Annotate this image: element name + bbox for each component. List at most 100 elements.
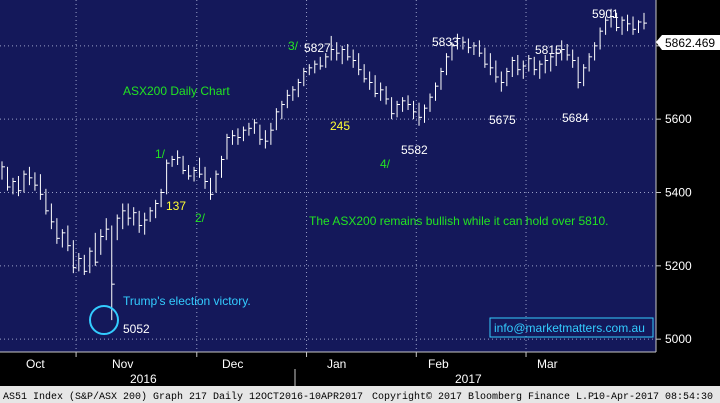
price-bar: [638, 20, 642, 33]
y-axis-ticks: 50005200540056005800: [656, 39, 692, 346]
price-bar: [500, 71, 505, 92]
x-axis-area: [0, 352, 656, 386]
price-bar: [144, 212, 148, 235]
price-bar: [264, 130, 269, 149]
price-bar: [396, 100, 401, 118]
price-bar: [259, 124, 263, 145]
y-tick-label: 5400: [665, 186, 692, 200]
price-bar: [594, 42, 598, 61]
price-bar: [242, 126, 247, 142]
x-month-label-oct: Oct: [26, 357, 45, 371]
price-bar: [347, 44, 351, 61]
price-bar: [61, 229, 66, 248]
y-axis-area: [656, 0, 720, 352]
price-bar: [237, 128, 241, 145]
election-low-circle: [89, 305, 119, 335]
retrace-245-label: 245: [330, 119, 350, 133]
price-bar: [336, 42, 340, 61]
price-bar: [50, 203, 55, 230]
footer-right: 10-Apr-2017 08:54:30: [593, 392, 713, 403]
price-bar: [122, 203, 126, 230]
footer-center: Copyright© 2017 Bloomberg Finance L.P.: [372, 391, 600, 403]
grid-lines: [0, 0, 656, 352]
price-bar: [308, 64, 313, 76]
price-bar: [39, 174, 44, 200]
price-bar: [182, 155, 187, 175]
price-bar: [220, 155, 225, 178]
price-bar: [160, 188, 165, 208]
price-bar: [215, 170, 219, 193]
footer-left: AS51 Index (S&P/ASX 200) Graph 217 Daily…: [3, 391, 363, 403]
price-bar: [407, 95, 412, 110]
price-bar: [330, 35, 335, 61]
price-bar: [319, 56, 324, 70]
price-bar: [204, 166, 209, 189]
price-bar: [632, 16, 637, 35]
y-tick-label: 5600: [665, 112, 692, 126]
price-bar: [127, 203, 132, 226]
price-bar: [23, 170, 27, 193]
price-bar: [1, 161, 5, 180]
price-bar: [248, 122, 252, 136]
price-bar: [78, 253, 82, 272]
price-bar: [528, 55, 532, 72]
price-bar: [495, 60, 499, 83]
price-bar: [413, 100, 417, 120]
price-bar: [45, 188, 49, 215]
price-bar: [583, 64, 587, 87]
price-bar: [424, 104, 428, 123]
price-bar: [325, 53, 329, 68]
price-bar: [418, 102, 423, 126]
price-bar: [166, 159, 170, 195]
price-bar: [72, 240, 77, 274]
price-bar: [89, 247, 93, 274]
price-bar: [12, 177, 16, 195]
wave-3-label: 3/: [288, 39, 299, 53]
price-bar: [506, 67, 510, 87]
price-bar: [621, 16, 626, 35]
commentary-text: The ASX200 remains bullish while it can …: [309, 214, 609, 228]
x-year-label-2016: 2016: [130, 372, 157, 386]
price-bar: [643, 12, 647, 30]
price-bar: [275, 108, 280, 131]
low-5052-label: 5052: [123, 322, 150, 336]
price-bar: [105, 218, 110, 241]
x-axis-ticks: [75, 352, 527, 357]
price-bar: [226, 133, 230, 160]
price-bar: [539, 60, 543, 79]
price-bar: [588, 53, 593, 72]
price-bar: [610, 8, 615, 28]
price-bar: [67, 225, 71, 252]
peak-5827-label: 5827: [304, 41, 331, 55]
price-bar: [467, 38, 472, 54]
y-tick-label: 5200: [665, 259, 692, 273]
price-bar: [627, 14, 631, 32]
price-bar: [297, 78, 302, 98]
price-bar: [555, 49, 560, 66]
price-bar: [385, 86, 390, 105]
price-bar: [199, 157, 203, 178]
last-price-tag: [656, 35, 720, 50]
price-bar: [341, 45, 346, 65]
price-bar: [171, 155, 176, 167]
price-bar: [517, 55, 521, 76]
chart-title: ASX200 Daily Chart: [123, 84, 230, 98]
price-bar: [473, 42, 477, 55]
peak-5815-label: 5815: [535, 43, 562, 57]
peak-5901-label: 5901: [592, 7, 619, 21]
price-bar: [434, 82, 439, 101]
price-bar: [550, 53, 554, 72]
x-month-label-dec: Dec: [222, 357, 243, 371]
price-bar: [391, 97, 395, 120]
price-bar: [616, 12, 620, 32]
retrace-137-label: 137: [166, 199, 186, 213]
price-bar: [445, 53, 450, 76]
price-bar: [155, 199, 159, 219]
price-bar: [352, 49, 357, 68]
price-bar: [177, 150, 181, 165]
price-bar: [380, 82, 384, 101]
price-bar: [440, 67, 444, 90]
price-bar: [511, 56, 516, 77]
email-link[interactable]: info@marketmatters.com.au: [494, 321, 645, 335]
